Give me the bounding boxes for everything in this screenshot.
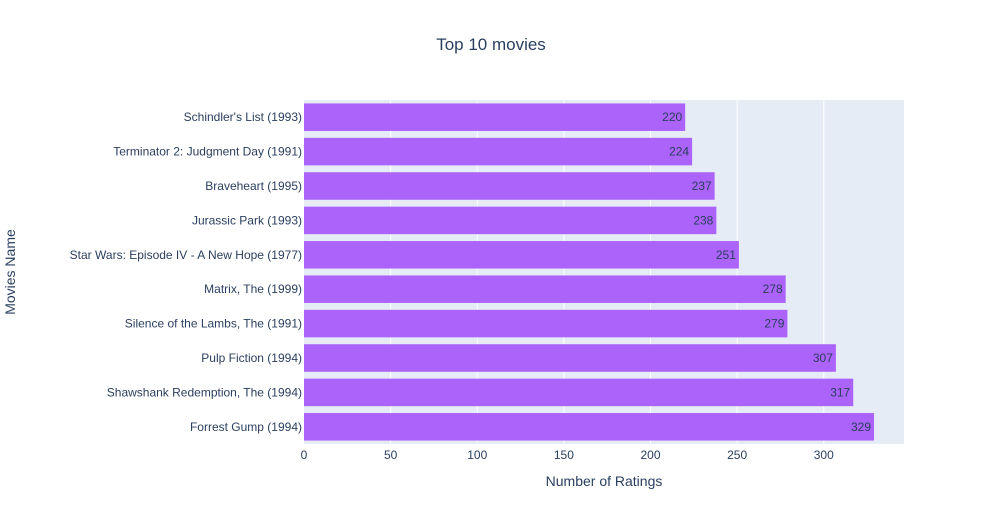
data-label: 329 — [851, 420, 871, 434]
y-tick-label: Silence of the Lambs, The (1991) — [125, 317, 302, 331]
data-label: 238 — [693, 213, 713, 227]
x-tick-label: 0 — [301, 448, 308, 462]
bar — [304, 172, 715, 200]
bars: 220 224 237 238 251 278 279 307 317 329 — [304, 103, 875, 441]
data-label: 278 — [763, 282, 783, 296]
y-tick-label: Braveheart (1995) — [205, 179, 302, 193]
x-tick-labels: 0 50 100 150 200 250 300 — [301, 448, 834, 462]
y-tick-label: Jurassic Park (1993) — [192, 213, 302, 227]
data-label: 279 — [764, 317, 784, 331]
bar — [304, 241, 739, 269]
x-axis-title: Number of Ratings — [546, 473, 663, 489]
data-label: 317 — [830, 385, 850, 399]
data-label: 220 — [662, 110, 682, 124]
y-tick-label: Shawshank Redemption, The (1994) — [107, 385, 302, 399]
y-tick-label: Pulp Fiction (1994) — [201, 351, 302, 365]
bar — [304, 103, 686, 131]
bar — [304, 309, 788, 338]
y-axis-title: Movies Name — [2, 229, 18, 315]
y-tick-label: Schindler's List (1993) — [184, 110, 302, 124]
data-label: 237 — [692, 179, 712, 193]
bar — [304, 378, 854, 407]
bar — [304, 275, 786, 303]
y-tick-label: Terminator 2: Judgment Day (1991) — [113, 145, 302, 159]
y-tick-label: Star Wars: Episode IV - A New Hope (1977… — [70, 248, 302, 262]
x-tick-label: 150 — [554, 448, 574, 462]
x-tick-label: 300 — [814, 448, 834, 462]
x-tick-label: 100 — [467, 448, 487, 462]
bar — [304, 344, 836, 372]
x-tick-label: 50 — [384, 448, 398, 462]
y-tick-label: Forrest Gump (1994) — [190, 420, 302, 434]
x-tick-label: 250 — [727, 448, 747, 462]
data-label: 251 — [716, 248, 736, 262]
y-tick-label: Matrix, The (1999) — [204, 282, 302, 296]
y-tick-labels: Schindler's List (1993) Terminator 2: Jud… — [70, 110, 302, 434]
bar — [304, 413, 875, 441]
bar — [304, 137, 693, 166]
chart-title: Top 10 movies — [436, 35, 546, 54]
data-label: 307 — [813, 351, 833, 365]
x-tick-label: 200 — [641, 448, 661, 462]
data-label: 224 — [669, 145, 689, 159]
bar — [304, 206, 717, 235]
